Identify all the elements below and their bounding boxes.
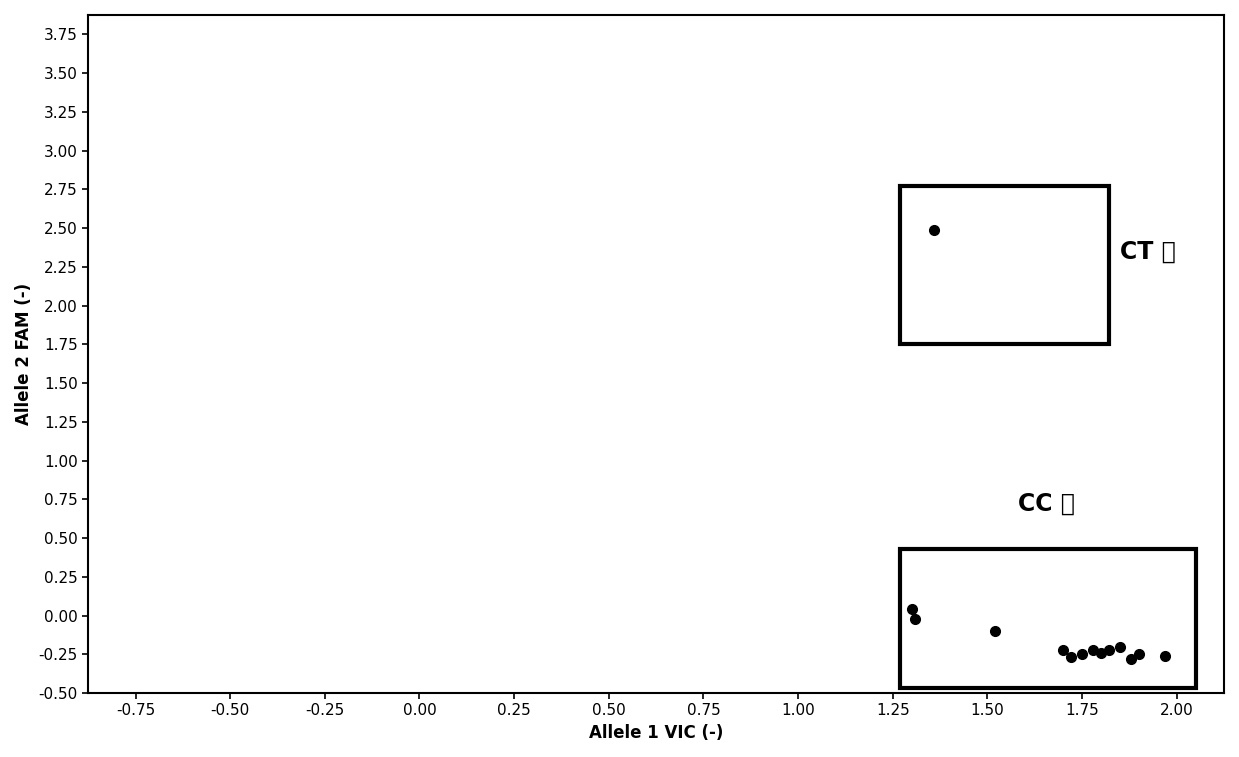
- Point: [924, 223, 944, 235]
- Point: [1129, 648, 1149, 660]
- X-axis label: Allele 1 VIC (-): Allele 1 VIC (-): [589, 724, 724, 742]
- Point: [1156, 650, 1176, 662]
- Point: [906, 612, 926, 625]
- Point: [1092, 646, 1111, 659]
- Y-axis label: Allele 2 FAM (-): Allele 2 FAM (-): [15, 283, 33, 425]
- Point: [1053, 643, 1073, 656]
- Text: CT 型: CT 型: [1120, 239, 1176, 263]
- Point: [1061, 651, 1080, 663]
- Bar: [901, 186, 1109, 344]
- Point: [1121, 653, 1141, 665]
- Point: [985, 625, 1005, 637]
- Text: CC 型: CC 型: [1017, 492, 1074, 516]
- Bar: [901, 549, 1196, 688]
- Point: [1099, 643, 1119, 656]
- Point: [1083, 643, 1103, 656]
- Point: [1072, 648, 1092, 660]
- Point: [1110, 640, 1130, 653]
- Point: [902, 603, 922, 615]
